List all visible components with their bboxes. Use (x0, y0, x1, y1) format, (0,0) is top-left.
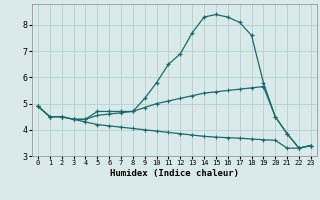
X-axis label: Humidex (Indice chaleur): Humidex (Indice chaleur) (110, 169, 239, 178)
